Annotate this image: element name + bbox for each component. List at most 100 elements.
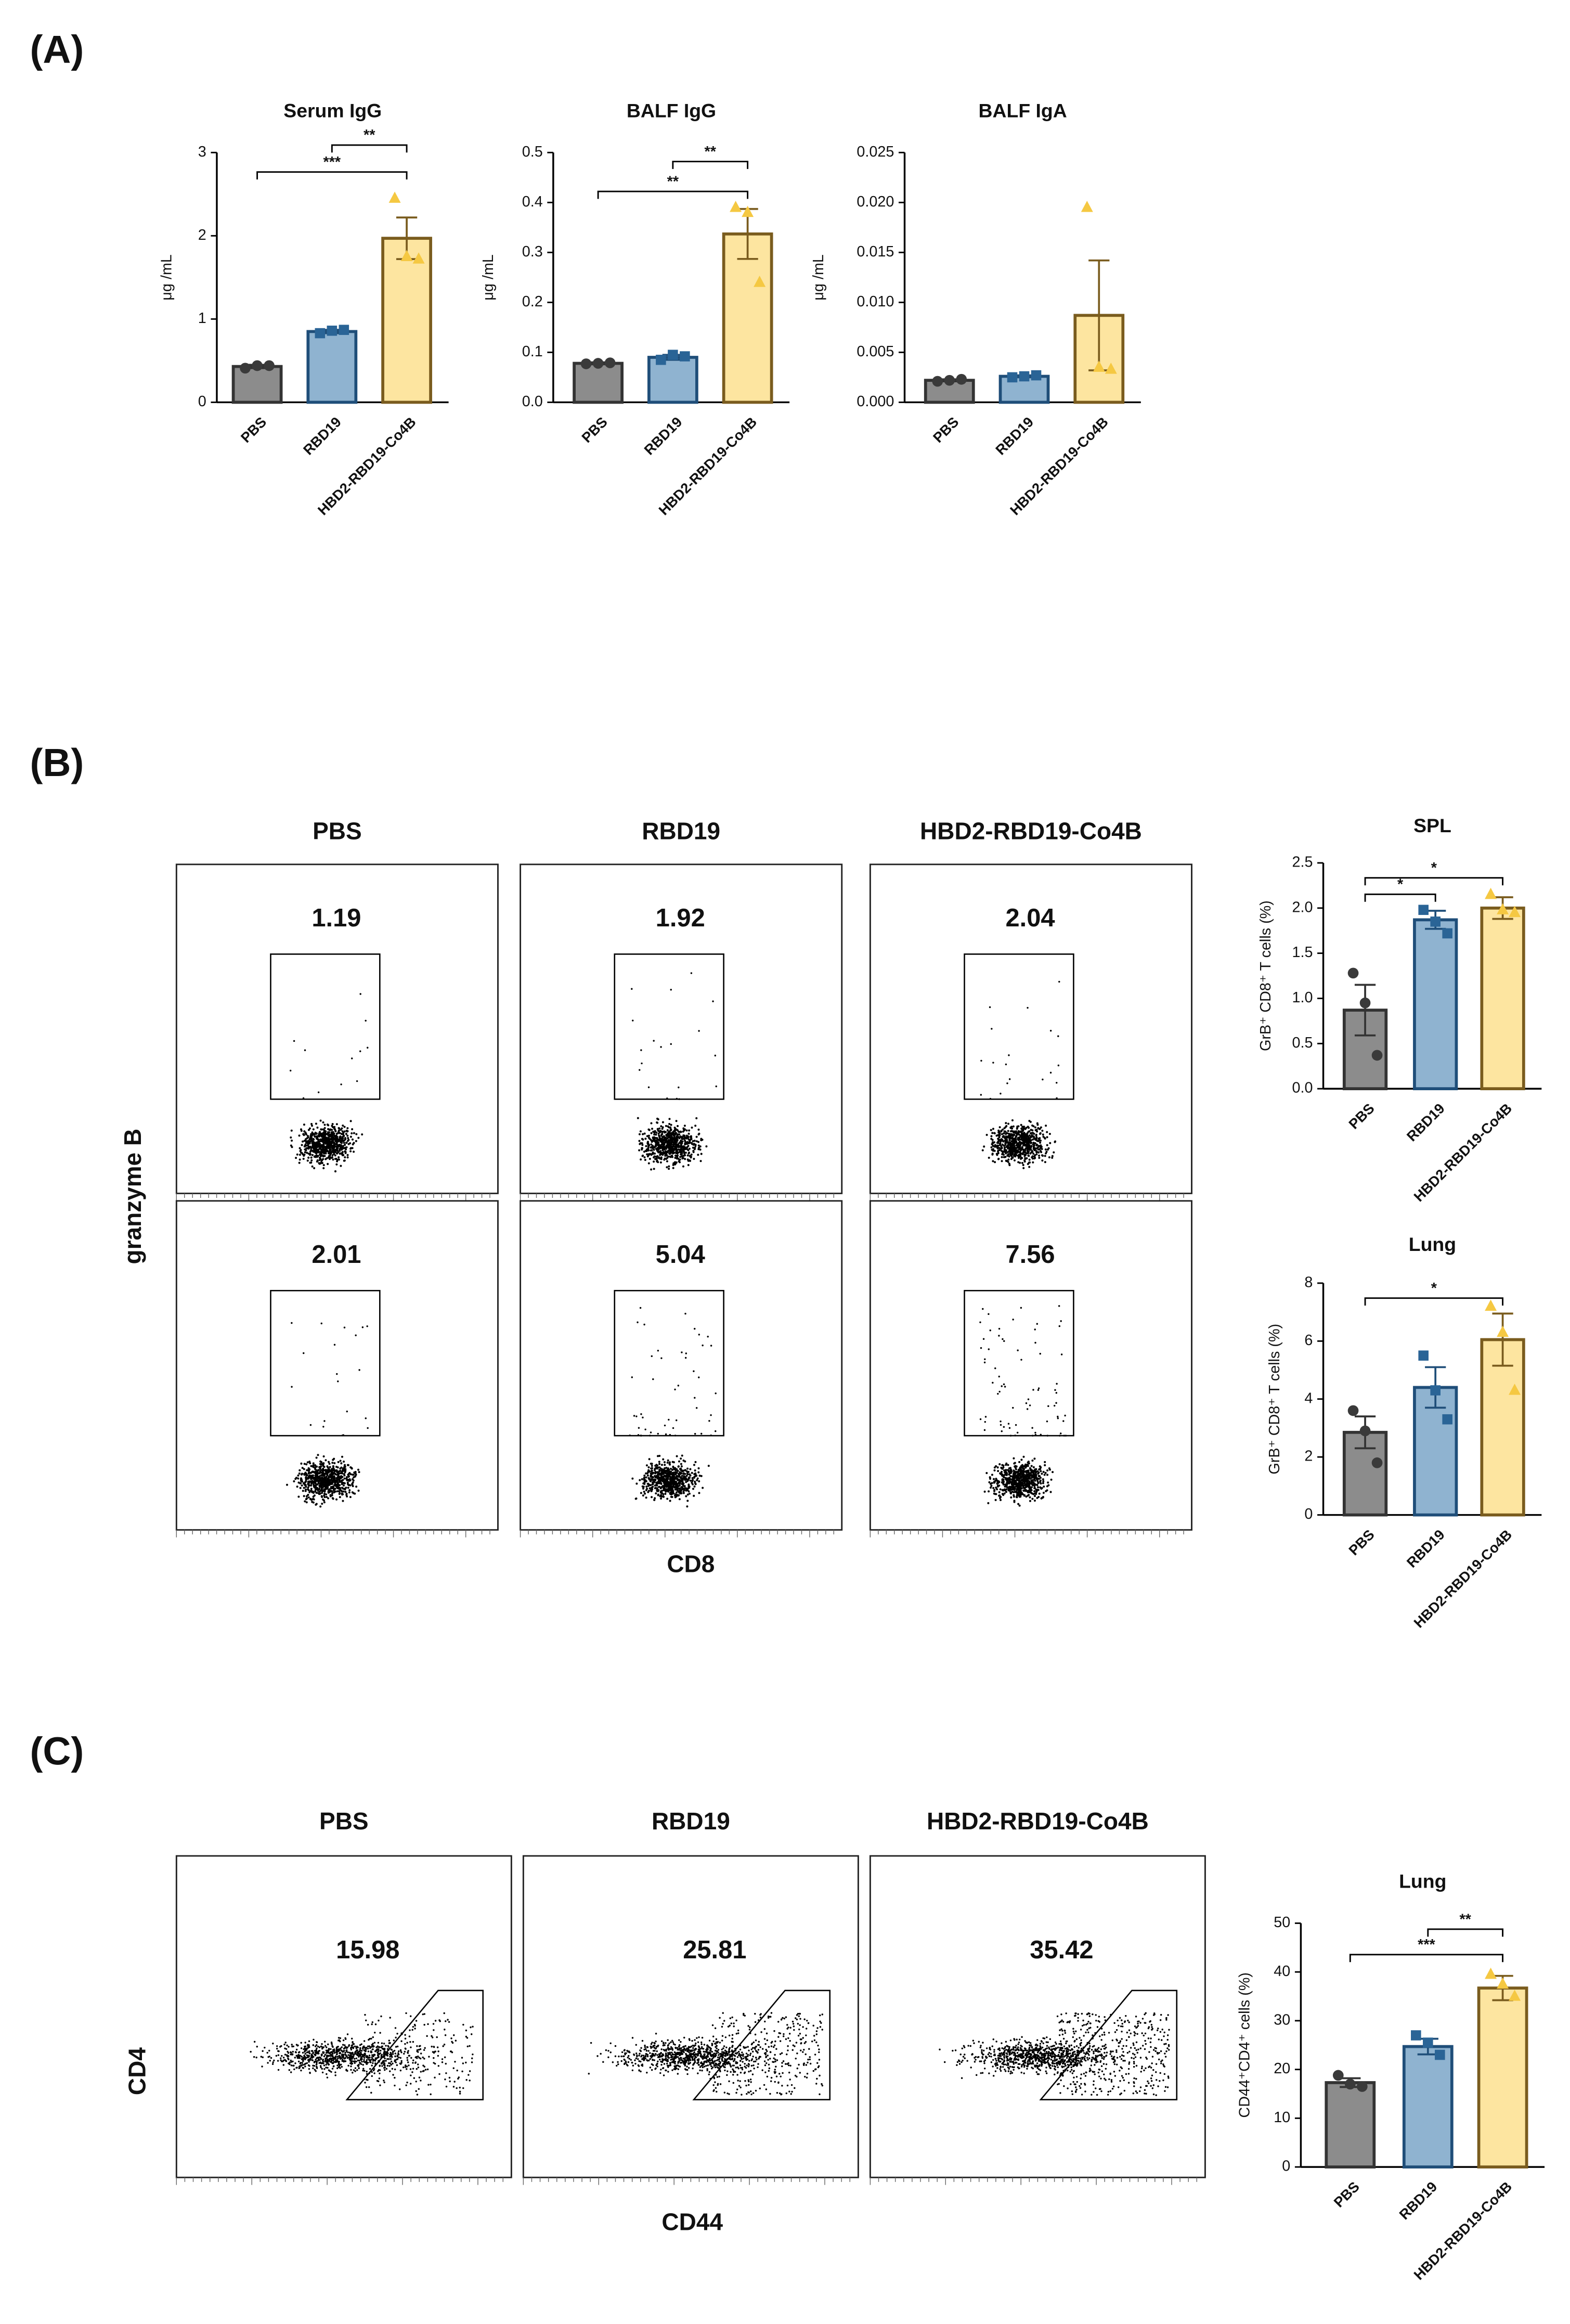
- event-dot: [307, 1496, 310, 1499]
- significance-bracket: [1349, 1954, 1504, 1963]
- event-dot: [323, 1420, 326, 1422]
- event-dot: [335, 1498, 338, 1501]
- event-dot: [307, 1488, 309, 1491]
- event-dot: [697, 1128, 700, 1131]
- event-dot: [991, 1153, 994, 1156]
- event-dot: [680, 1479, 682, 1482]
- event-dot: [303, 1145, 306, 1148]
- event-dot: [997, 1138, 1000, 1140]
- event-dot: [351, 1128, 354, 1131]
- event-dot: [638, 1149, 641, 1152]
- event-dot: [692, 1150, 695, 1152]
- event-dot: [680, 1465, 683, 1468]
- event-dot: [354, 1492, 356, 1495]
- data-point: [400, 250, 413, 261]
- event-dot: [660, 1482, 663, 1485]
- event-dot: [338, 1130, 340, 1133]
- event-dot: [303, 1124, 305, 1126]
- event-dot: [1007, 1487, 1009, 1489]
- event-dot: [667, 1131, 670, 1133]
- event-dot: [656, 1117, 659, 1120]
- event-dot: [310, 1133, 313, 1135]
- event-dot: [690, 1153, 693, 1156]
- x-tick-label: PBS: [578, 414, 611, 446]
- event-dot: [310, 1156, 313, 1159]
- event-dot: [319, 1505, 322, 1508]
- event-dot: [341, 1481, 343, 1483]
- event-dot: [667, 1141, 670, 1144]
- event-dot: [1041, 1129, 1044, 1132]
- significance-label: ***: [323, 154, 341, 171]
- event-dot: [1031, 1151, 1034, 1153]
- event-dot: [313, 1477, 315, 1479]
- event-dot: [689, 1477, 691, 1479]
- x-tick-label: PBS: [238, 414, 270, 446]
- data-point: [1019, 371, 1030, 382]
- event-dot: [670, 1124, 672, 1126]
- y-tick-label: 2.5: [1292, 854, 1313, 871]
- event-dot: [659, 1152, 662, 1155]
- event-dot: [1035, 1491, 1038, 1493]
- event-dot: [332, 1158, 334, 1161]
- event-dot: [306, 1497, 308, 1500]
- event-dot: [312, 1501, 315, 1504]
- event-dot: [1025, 1152, 1028, 1155]
- event-dot: [647, 1484, 650, 1487]
- event-dot: [678, 1158, 681, 1161]
- event-dot: [1021, 1139, 1024, 1142]
- event-dot: [340, 1462, 343, 1465]
- event-dot: [658, 1466, 661, 1469]
- event-dot: [298, 1472, 301, 1475]
- event-dot: [653, 1160, 655, 1163]
- event-dot: [310, 1159, 313, 1161]
- event-dot: [657, 1493, 659, 1496]
- event-dot: [1024, 1133, 1027, 1135]
- event-dot: [1001, 1489, 1004, 1491]
- event-dot: [638, 1427, 640, 1429]
- event-dot: [997, 1150, 1000, 1153]
- event-dot: [306, 1469, 308, 1471]
- data-point: [1371, 1050, 1383, 1061]
- event-dot: [685, 1487, 687, 1490]
- event-dot: [657, 1132, 660, 1135]
- event-dot: [339, 1470, 341, 1473]
- event-dot: [1042, 1496, 1044, 1499]
- event-dot: [1032, 1125, 1035, 1128]
- event-dot: [686, 1137, 689, 1139]
- event-dot: [334, 1483, 337, 1486]
- event-dot: [1052, 1471, 1054, 1474]
- event-dot: [319, 1146, 322, 1148]
- event-dot: [1009, 1478, 1012, 1480]
- event-dot: [338, 1481, 341, 1483]
- event-dot: [323, 1127, 326, 1129]
- event-dot: [660, 1492, 663, 1494]
- event-dot: [1001, 1467, 1004, 1470]
- event-dot: [296, 1153, 299, 1156]
- event-dot: [715, 1392, 717, 1395]
- event-dot: [1002, 1135, 1004, 1138]
- event-dot: [1009, 1489, 1012, 1491]
- event-dot: [352, 1143, 354, 1146]
- event-dot: [661, 1468, 664, 1471]
- event-dot: [307, 1469, 310, 1472]
- event-dot: [671, 1475, 674, 1478]
- event-dot: [670, 1043, 672, 1045]
- event-dot: [679, 1150, 681, 1153]
- event-dot: [639, 1130, 642, 1133]
- gate-percentage: 1.92: [656, 904, 705, 932]
- event-dot: [996, 1466, 999, 1469]
- event-dot: [302, 1153, 304, 1156]
- event-dot: [983, 1145, 985, 1148]
- event-dot: [323, 1152, 326, 1155]
- bar: [1413, 918, 1458, 1090]
- event-dot: [330, 1133, 333, 1135]
- event-dot: [656, 1129, 659, 1131]
- event-dot: [640, 1049, 642, 1051]
- event-dot: [1048, 1156, 1050, 1158]
- data-point: [1347, 967, 1359, 979]
- event-dot: [365, 1019, 367, 1022]
- event-dot: [1001, 1150, 1003, 1152]
- data-point: [252, 360, 263, 371]
- event-dot: [1058, 1305, 1060, 1307]
- event-dot: [1058, 980, 1060, 983]
